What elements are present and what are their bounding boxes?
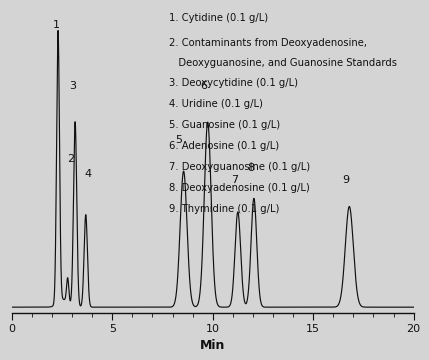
Text: 7. Deoxyguanosine (0.1 g/L): 7. Deoxyguanosine (0.1 g/L) xyxy=(169,162,311,172)
Text: 4: 4 xyxy=(84,169,91,179)
Text: 9. Thymidine (0.1 g/L): 9. Thymidine (0.1 g/L) xyxy=(169,204,280,214)
Text: 1. Cytidine (0.1 g/L): 1. Cytidine (0.1 g/L) xyxy=(169,13,269,23)
Text: 3. Deoxycytidine (0.1 g/L): 3. Deoxycytidine (0.1 g/L) xyxy=(169,78,299,89)
Text: 2: 2 xyxy=(67,154,74,163)
Text: 1: 1 xyxy=(53,20,60,30)
Text: 6: 6 xyxy=(200,81,207,90)
Text: 6. Adenosine (0.1 g/L): 6. Adenosine (0.1 g/L) xyxy=(169,141,280,151)
Text: 8: 8 xyxy=(247,163,254,173)
Text: 5. Guanosine (0.1 g/L): 5. Guanosine (0.1 g/L) xyxy=(169,120,281,130)
Text: 5: 5 xyxy=(175,135,182,145)
X-axis label: Min: Min xyxy=(200,339,225,352)
Text: 2. Contaminants from Deoxyadenosine,: 2. Contaminants from Deoxyadenosine, xyxy=(169,38,368,48)
Text: 8. Deoxyadenosine (0.1 g/L): 8. Deoxyadenosine (0.1 g/L) xyxy=(169,183,310,193)
Text: Deoxyguanosine, and Guanosine Standards: Deoxyguanosine, and Guanosine Standards xyxy=(169,58,397,68)
Text: 4. Uridine (0.1 g/L): 4. Uridine (0.1 g/L) xyxy=(169,99,263,109)
Text: 7: 7 xyxy=(231,175,238,185)
Text: 9: 9 xyxy=(342,175,349,185)
Text: 3: 3 xyxy=(69,81,76,90)
